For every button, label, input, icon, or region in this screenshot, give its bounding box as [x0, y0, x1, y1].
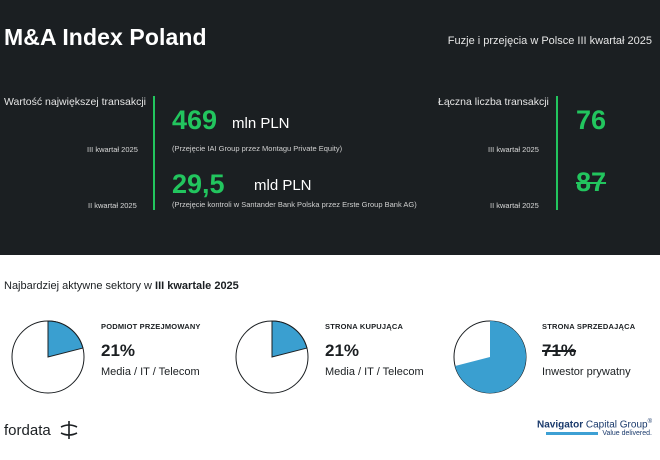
pie-slice-buyer — [271, 320, 308, 358]
navigator-bold: Navigator — [536, 419, 584, 431]
sector-1-percent: 21% — [101, 341, 136, 360]
fordata-symbol-icon — [60, 421, 78, 439]
navigator-rest: Capital Group — [583, 419, 648, 431]
sector-1-name: Media / IT / Telecom — [101, 366, 200, 378]
header-panel: M&A Index Poland Fuzje i przejęcia w Pol… — [0, 0, 660, 255]
sector-1-label: PODMIOT PRZEJMOWANY — [101, 322, 201, 331]
sectors-title: Najbardziej aktywne sektory w III kwarta… — [4, 280, 239, 292]
count-period-q2: II kwartał 2025 — [490, 201, 539, 210]
navigator-accent-bar — [546, 432, 599, 436]
pie-slice-seller — [455, 321, 526, 393]
transaction-count-label: Łączna liczba transakcji — [438, 96, 549, 108]
sector-2-label: STRONA KUPUJĄCA — [325, 322, 404, 331]
page-title: M&A Index Poland — [4, 24, 207, 50]
largest-value-q3: 469 — [172, 105, 218, 135]
navigator-tagline: Value delivered. — [602, 430, 652, 438]
fordata-logo: fordata — [4, 420, 79, 440]
largest-transaction-label: Wartość największej transakcji — [4, 96, 146, 108]
navigator-logo: Navigator Capital Group® Value delivered… — [537, 419, 652, 437]
sector-3-percent: 71% — [542, 341, 577, 360]
period-label-q3: III kwartał 2025 — [87, 145, 138, 154]
sector-2-percent: 21% — [325, 341, 360, 360]
fordata-wordmark: fordata — [4, 421, 51, 439]
pie-slice-target — [47, 320, 84, 358]
pie-chart-target — [11, 320, 85, 394]
navigator-tagline-row: Value delivered. — [537, 430, 652, 437]
pie-chart-buyer — [235, 320, 309, 394]
divider-right — [556, 96, 558, 210]
sector-3-name: Inwestor prywatny — [542, 366, 631, 378]
period-label-q2: II kwartał 2025 — [88, 201, 137, 210]
sectors-title-period: III kwartale 2025 — [155, 280, 239, 292]
largest-unit-q3: mln PLN — [232, 115, 290, 132]
largest-note-q3: (Przejęcie IAI Group przez Montagu Priva… — [172, 144, 343, 153]
count-period-q3: III kwartał 2025 — [488, 145, 539, 154]
count-value-q3: 76 — [576, 105, 607, 135]
sectors-title-prefix: Najbardziej aktywne sektory w — [4, 280, 156, 292]
divider-left — [153, 96, 155, 210]
sector-3-label: STRONA SPRZEDAJĄCA — [542, 322, 636, 331]
sectors-panel: Najbardziej aktywne sektory w III kwarta… — [0, 255, 660, 460]
navigator-mark: ® — [647, 419, 652, 425]
navigator-wordmark: Navigator Capital Group® — [537, 419, 652, 430]
largest-note-q2: (Przejęcie kontroli w Santander Bank Pol… — [172, 200, 417, 209]
pie-chart-seller — [453, 320, 527, 394]
sector-2-name: Media / IT / Telecom — [325, 366, 424, 378]
largest-unit-q2: mld PLN — [254, 177, 312, 194]
count-value-q2: 87 — [576, 167, 607, 197]
largest-value-q2: 29,5 — [172, 169, 225, 199]
page-subtitle: Fuzje i przejęcia w Polsce III kwartał 2… — [447, 35, 652, 47]
